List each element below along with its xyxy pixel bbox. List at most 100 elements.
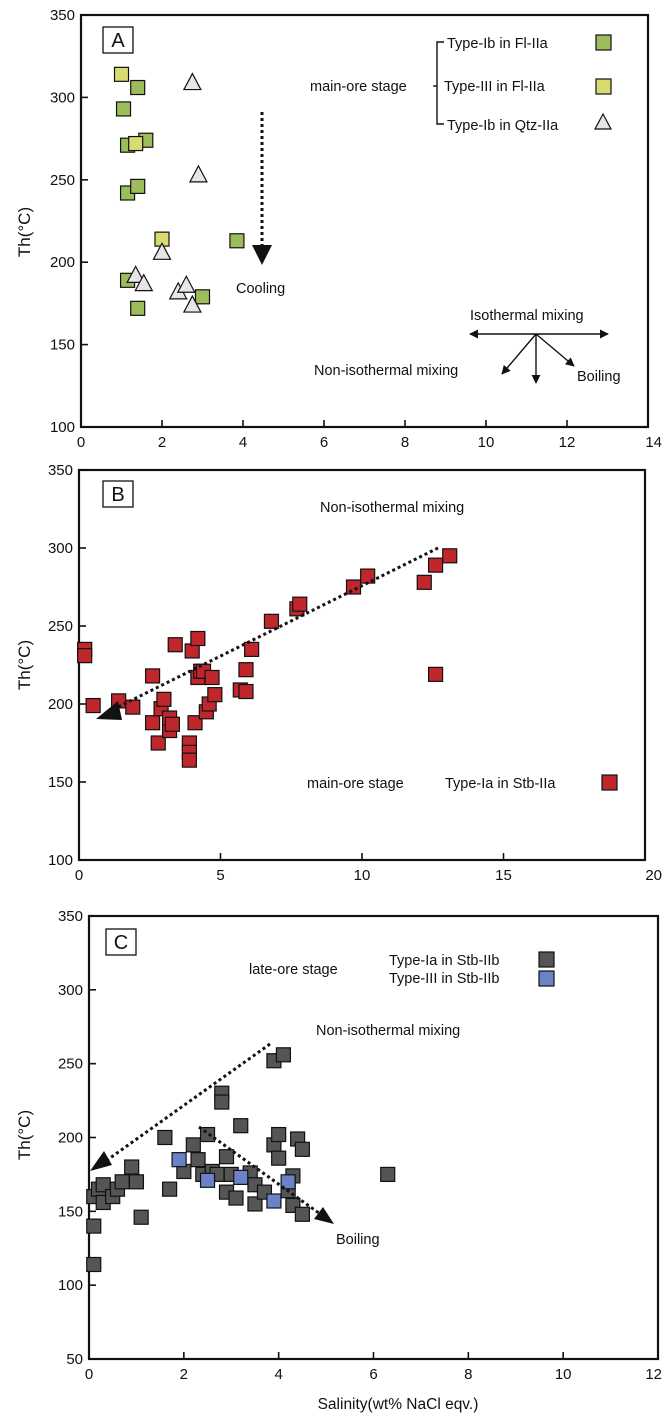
panel-c-boiling-arrowhead	[314, 1207, 334, 1224]
panel-c-series-1-point	[275, 1047, 292, 1063]
panel-a-boiling-arrow	[535, 333, 575, 367]
panel-c-y-tick-label: 200	[58, 1130, 83, 1147]
panel-a-x-tick-label: 8	[401, 434, 409, 451]
panel-a-y-tick-label: 200	[50, 254, 75, 271]
panel-b-x-tick-label: 15	[495, 867, 512, 884]
panel-b-series-1-point	[164, 716, 180, 732]
panel-a-nonisothermal-label: Non-isothermal mixing	[314, 363, 458, 379]
panel-c-xlabel: Salinity(wt% NaCl eqv.)	[318, 1396, 479, 1413]
panel-b-series-1-point	[125, 699, 141, 715]
panel-a-x-tick-label: 0	[77, 434, 85, 451]
panel-a-markers	[113, 66, 245, 316]
panel-c-series-1-point	[214, 1094, 230, 1110]
panel-c-series-2-point	[280, 1174, 296, 1190]
panel-b-y-tick-label: 150	[48, 774, 73, 791]
panel-a-isothermal-label: Isothermal mixing	[470, 308, 584, 324]
panel-c-y-tick-label: 300	[58, 982, 83, 999]
panel-c-y-tick-label: 50	[66, 1351, 83, 1368]
panel-c-legend-swatch-2	[538, 970, 555, 987]
panel-c-series-1-point	[86, 1218, 102, 1234]
panel-c-legend-swatch-1	[538, 951, 555, 968]
panel-b-series-1-point	[167, 637, 183, 653]
panel-a-legend-swatch-3	[594, 112, 612, 130]
panel-a-series-1-point	[130, 178, 146, 194]
panel-c-y-axis: 50 100 150 200 250 300 350	[58, 908, 96, 1368]
panel-a-boiling-label: Boiling	[577, 369, 621, 385]
panel-a-series-3-point	[188, 164, 208, 183]
panel-b-legend-label-1: Type-Ia in Stb-IIa	[445, 776, 556, 792]
panel-b-label: B	[111, 484, 124, 506]
panel-a-series-2-point	[128, 135, 144, 152]
panel-c-x-tick-label: 12	[645, 1366, 662, 1383]
panel-c-label: C	[114, 932, 128, 954]
panel-c-series-1-point	[294, 1141, 310, 1157]
panel-a-series-3-point	[182, 72, 202, 91]
panel-b-y-tick-label: 200	[48, 696, 73, 713]
panel-c-series-1-point	[218, 1149, 235, 1165]
panel-c-series-2-point	[266, 1193, 282, 1209]
panel-b-series-1-point	[292, 596, 308, 612]
panel-c-x-tick-label: 8	[464, 1366, 472, 1383]
panel-c-series-1-point	[228, 1190, 244, 1206]
panel-a-x-tick-label: 10	[478, 434, 495, 451]
panel-b-y-tick-label: 250	[48, 618, 73, 635]
panel-c-legend-label-1: Type-Ia in Stb-IIb	[389, 953, 499, 969]
panel-a-series-2-point	[113, 66, 130, 82]
panel-b-legend-swatch-1	[601, 774, 618, 791]
panel-c-legend-label-2: Type-III in Stb-IIb	[389, 971, 499, 987]
panel-c-legend: late-ore stage Type-Ia in Stb-IIb Type-I…	[249, 951, 555, 987]
panel-b-x-tick-label: 20	[645, 867, 662, 884]
panel-c-series-1-point	[247, 1196, 263, 1212]
panel-c-mixing-arrow	[102, 1042, 271, 1165]
panel-c-series-1-point	[233, 1118, 249, 1134]
panel-a-label: A	[111, 30, 125, 52]
panel-a-x-tick-label: 14	[645, 434, 662, 451]
panel-c-series-1-point	[294, 1206, 310, 1222]
panel-b-series-1-point	[77, 648, 93, 664]
panel-c-series-1-point	[133, 1209, 149, 1225]
panel-b-mixing-arrowhead	[96, 701, 122, 720]
panel-c-x-tick-label: 6	[369, 1366, 377, 1383]
panel-c-y-tick-label: 350	[58, 908, 83, 925]
panel-c-series-1-point	[86, 1256, 102, 1273]
panel-c-plot-frame	[87, 914, 660, 1361]
panel-a-process-arrows: Isothermal mixing Non-isothermal mixing …	[314, 308, 621, 385]
panel-a-label-box	[102, 26, 134, 54]
panel-a-legend: main-ore stage Type-Ib in Fl-IIa Type-II…	[310, 34, 612, 134]
panel-a-y-axis: 100 150 200 250 300 350	[50, 7, 88, 436]
panel-c-markers	[86, 1047, 396, 1273]
panel-c-series-1-point	[128, 1174, 145, 1190]
panel-c-boiling-label: Boiling	[336, 1232, 380, 1248]
panel-b-series-1-point	[244, 641, 260, 658]
panel-b-y-axis: 100 150 200 250 300 350	[48, 462, 86, 869]
panel-b-series-1-point	[345, 579, 362, 595]
panel-b-series-1-point	[442, 548, 458, 564]
panel-a-cooling-label: Cooling	[236, 281, 285, 297]
panel-c-series-1-point	[380, 1166, 396, 1183]
panel-a-plot-frame	[79, 13, 650, 429]
panel-b-series-1-point	[150, 735, 166, 751]
panel-b-series-1-point	[416, 574, 432, 590]
panel-a-legend-swatch-1	[595, 34, 612, 51]
panel-b-series-1-point	[204, 669, 220, 686]
panel-c-series-1-point	[271, 1126, 287, 1143]
panel-b-series-1-point	[156, 691, 172, 707]
panel-b-series-1-point	[263, 613, 280, 629]
panel-c-x-axis: 0 2 4 6 8 10 12	[85, 1352, 662, 1383]
panel-c-series-1-point	[162, 1181, 178, 1197]
panel-a-series-1-point	[229, 233, 245, 249]
panel-b-y-tick-label: 100	[48, 852, 73, 869]
panel-a-legend-label-3: Type-Ib in Qtz-IIa	[447, 118, 559, 134]
panel-a-legend-swatch-2	[595, 78, 612, 95]
panel-a-x-tick-label: 4	[239, 434, 247, 451]
panel-b-series-1-point	[187, 715, 203, 731]
panel-c-mixing-label: Non-isothermal mixing	[316, 1023, 460, 1039]
panel-a-x-tick-label: 2	[158, 434, 166, 451]
panel-a-series-3-point	[182, 294, 202, 313]
panel-c-x-tick-label: 4	[274, 1366, 282, 1383]
panel-a-ylabel: Th(°C)	[15, 207, 34, 257]
panel-a-nonisothermal-arrow	[501, 333, 537, 375]
